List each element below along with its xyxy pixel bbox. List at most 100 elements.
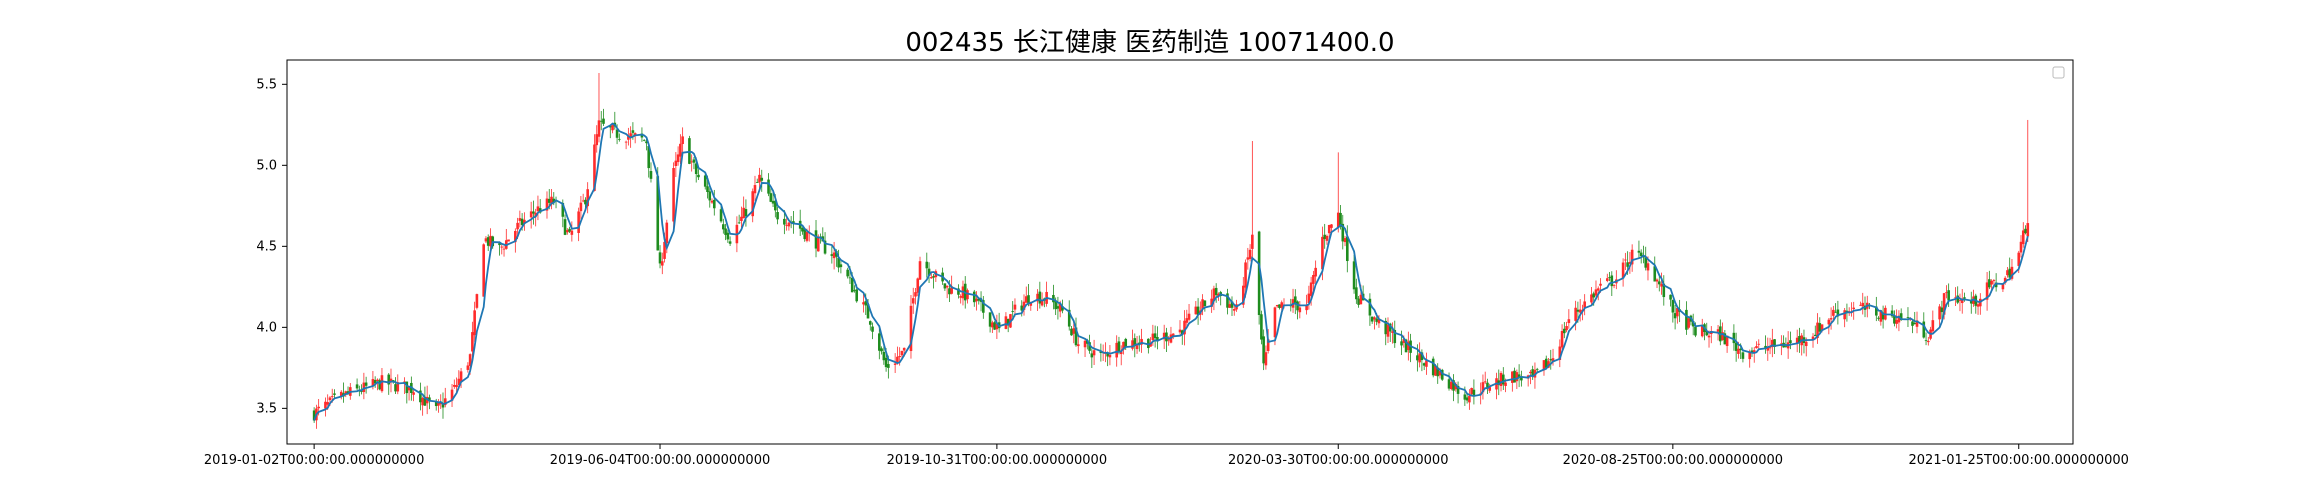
candle-body — [767, 179, 770, 194]
candle-body — [1969, 300, 1973, 304]
candle-body — [1691, 321, 1695, 327]
candle-body — [1054, 301, 1057, 310]
candle-body — [1816, 322, 1819, 338]
candle-body — [1280, 302, 1284, 308]
candle-body — [1251, 234, 1254, 249]
candle-body — [1988, 279, 1991, 288]
candle-body — [1877, 317, 1880, 319]
candle-body — [2001, 284, 2005, 290]
candle-body — [1671, 299, 1675, 313]
candle-body — [599, 120, 603, 122]
candle-body — [649, 171, 653, 179]
candle-body — [618, 138, 621, 140]
candle-body — [972, 291, 976, 303]
candle-body — [405, 381, 409, 394]
candle-body — [1655, 279, 1659, 282]
candle-body — [312, 410, 316, 421]
candle-body — [1373, 317, 1376, 320]
candle-body — [1558, 346, 1562, 360]
candle-body — [1138, 342, 1141, 344]
candle-body — [1343, 238, 1347, 243]
candle-body — [995, 323, 999, 330]
candle-body — [1135, 345, 1139, 350]
candle-body — [1963, 297, 1966, 299]
candle-body — [550, 196, 553, 205]
candle-body — [1449, 381, 1453, 390]
candle-body — [816, 236, 820, 252]
candle-body — [690, 161, 693, 163]
candle-body — [457, 378, 461, 386]
candle-body — [482, 244, 485, 297]
candle-body — [627, 136, 630, 140]
candle-body — [389, 378, 393, 382]
legend-box — [2052, 66, 2065, 79]
candle-body — [1153, 333, 1157, 339]
candle-body — [376, 379, 379, 382]
candle-body — [814, 230, 818, 249]
candle-body — [552, 198, 556, 203]
candle-body — [1940, 307, 1944, 313]
candle-body — [1890, 310, 1894, 317]
candle-body — [1646, 263, 1650, 271]
candle-body — [925, 261, 929, 269]
candle-body — [1784, 346, 1788, 348]
candle-body — [785, 225, 788, 226]
candle-body — [1612, 285, 1616, 286]
candle-body — [328, 397, 332, 401]
candle-body — [993, 322, 996, 330]
candle-body — [1737, 348, 1740, 354]
candle-body — [608, 126, 612, 128]
candle-body — [1954, 297, 1957, 299]
candle-body — [1795, 337, 1799, 344]
candle-body — [1915, 320, 1919, 327]
candle-body — [1167, 339, 1170, 341]
candle-body — [434, 401, 438, 407]
plot-frame — [286, 59, 2074, 445]
candle-body — [577, 211, 580, 234]
candle-body — [1881, 312, 1885, 320]
candle-body — [896, 356, 899, 363]
candle-body — [1377, 318, 1381, 324]
candle-body — [1185, 318, 1189, 323]
candle-body — [728, 241, 732, 244]
candle-body — [803, 229, 807, 240]
candle-body — [932, 276, 935, 278]
candle-body — [1748, 352, 1752, 360]
candle-body — [378, 380, 381, 390]
candle-body — [532, 211, 535, 214]
candles-group — [312, 72, 2030, 429]
candle-body — [916, 278, 920, 293]
candle-body — [1418, 353, 1421, 363]
candle-body — [1357, 298, 1360, 305]
candle-body — [1734, 342, 1738, 351]
y-tick-label-4: 5.5 — [256, 77, 277, 92]
candle-body — [1551, 358, 1555, 362]
candle-body — [1117, 341, 1121, 353]
candle-body — [581, 200, 585, 202]
candle-body — [498, 243, 501, 246]
candle-body — [774, 200, 777, 211]
candle-body — [1011, 311, 1015, 312]
candle-body — [832, 252, 836, 259]
candle-body — [1327, 225, 1331, 234]
candle-body — [982, 300, 985, 313]
x-tick-label-3: 2020-03-30T00:00:00.000000000 — [1228, 453, 1448, 468]
candle-body — [1309, 282, 1313, 296]
candle-body — [740, 216, 743, 222]
candle-body — [679, 143, 682, 157]
x-tick-label-1: 2019-06-04T00:00:00.000000000 — [550, 453, 770, 468]
candle-body — [1431, 358, 1435, 376]
candle-body — [708, 191, 712, 201]
candle-body — [1404, 339, 1408, 353]
candle-body — [1741, 352, 1745, 359]
candle-body — [1827, 319, 1831, 325]
candle-body — [1504, 382, 1507, 386]
candle-body — [471, 332, 474, 352]
x-tick-label-2: 2019-10-31T00:00:00.000000000 — [887, 453, 1107, 468]
candle-body — [1843, 310, 1846, 320]
candle-body — [1434, 365, 1437, 376]
candle-body — [1052, 294, 1055, 303]
candle-body — [536, 206, 540, 212]
candle-body — [1407, 341, 1410, 351]
candle-body — [1341, 223, 1345, 242]
